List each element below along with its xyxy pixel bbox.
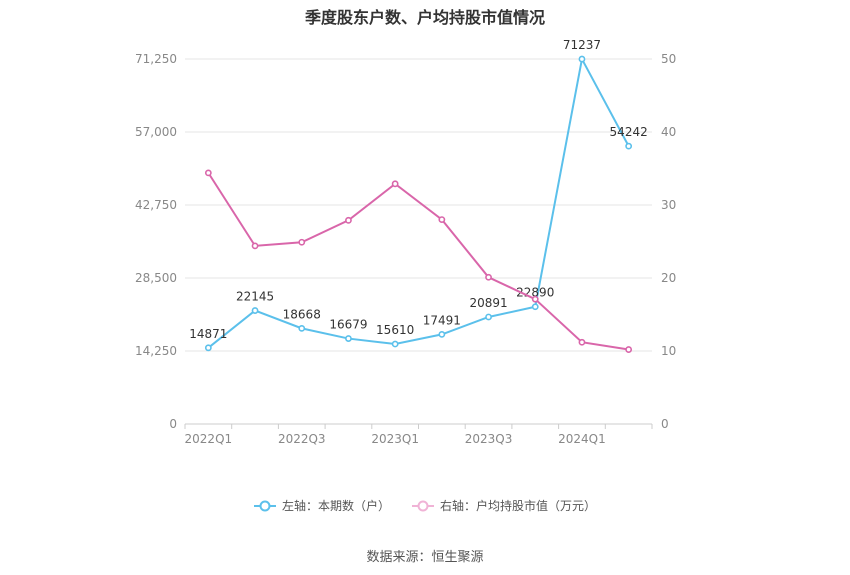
data-point bbox=[251, 242, 259, 250]
legend: 左轴：本期数（户） 右轴：户均持股市值（万元） bbox=[0, 497, 850, 514]
data-label: 22145 bbox=[236, 290, 274, 304]
y-left-tick-label: 42,750 bbox=[135, 198, 177, 212]
y-left-tick-label: 71,250 bbox=[135, 52, 177, 66]
data-point bbox=[204, 169, 212, 177]
y-right-tick-label: 40 bbox=[661, 125, 676, 139]
data-point bbox=[578, 338, 586, 346]
y-left-tick-label: 57,000 bbox=[135, 125, 177, 139]
series-line-left bbox=[207, 56, 630, 349]
data-point bbox=[298, 324, 306, 332]
x-tick-label: 2024Q1 bbox=[558, 432, 606, 446]
y-right-tick-label: 0 bbox=[661, 417, 669, 431]
data-point bbox=[298, 238, 306, 246]
y-left-tick-label: 0 bbox=[169, 417, 177, 431]
data-label: 18668 bbox=[283, 307, 321, 321]
data-point bbox=[204, 344, 212, 352]
data-label: 54242 bbox=[610, 125, 648, 139]
data-label: 71237 bbox=[563, 38, 601, 52]
series-line-right bbox=[207, 172, 629, 351]
data-label: 22890 bbox=[516, 286, 554, 300]
data-point bbox=[438, 216, 446, 223]
data-point bbox=[251, 307, 259, 314]
legend-marker-left bbox=[253, 500, 276, 511]
data-point bbox=[438, 330, 446, 338]
data-point bbox=[485, 273, 492, 281]
legend-item-right[interactable]: 右轴：户均持股市值（万元） bbox=[412, 497, 596, 514]
data-point bbox=[391, 340, 399, 348]
source-note: 数据来源：恒生聚源 bbox=[366, 550, 484, 565]
x-tick-label: 2022Q3 bbox=[278, 432, 326, 446]
y-right-tick-label: 50 bbox=[661, 52, 676, 66]
data-label: 20891 bbox=[469, 296, 507, 310]
y-right-tick-label: 20 bbox=[661, 271, 676, 285]
data-point bbox=[625, 142, 633, 150]
legend-item-left[interactable]: 左轴：本期数（户） bbox=[253, 497, 390, 514]
x-tick-label: 2022Q1 bbox=[185, 432, 233, 446]
chart-title: 季度股东户数、户均持股市值情况 bbox=[304, 8, 545, 27]
x-tick-label: 2023Q3 bbox=[465, 432, 513, 446]
y-right-tick-label: 10 bbox=[661, 344, 676, 358]
data-point bbox=[391, 180, 399, 188]
data-label: 14871 bbox=[189, 327, 227, 341]
data-point bbox=[578, 55, 586, 63]
data-point bbox=[531, 303, 539, 311]
data-label: 15610 bbox=[376, 323, 414, 337]
data-point bbox=[345, 216, 352, 224]
data-point bbox=[625, 346, 633, 353]
data-point bbox=[485, 313, 492, 321]
data-label: 17491 bbox=[423, 313, 461, 327]
data-point bbox=[531, 295, 539, 303]
legend-marker-right bbox=[412, 500, 434, 511]
y-left-tick-label: 28,500 bbox=[135, 271, 177, 285]
data-label: 16679 bbox=[329, 318, 367, 332]
legend-label-left: 左轴：本期数（户） bbox=[281, 499, 390, 513]
x-tick-label: 2023Q1 bbox=[371, 432, 419, 446]
y-right-tick-label: 30 bbox=[661, 198, 676, 212]
y-left-tick-label: 14,250 bbox=[135, 344, 177, 358]
legend-label-right: 右轴：户均持股市值（万元） bbox=[440, 499, 597, 513]
data-point bbox=[345, 335, 352, 342]
